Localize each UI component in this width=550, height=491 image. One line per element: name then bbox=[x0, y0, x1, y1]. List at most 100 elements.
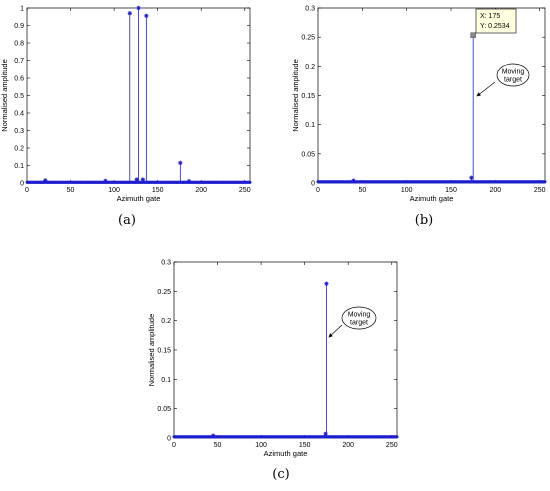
x-tick-label: 0 bbox=[316, 187, 320, 194]
x-tick-label: 200 bbox=[490, 187, 502, 194]
x-tick-label: 200 bbox=[195, 187, 207, 194]
y-tick-label: 0.7 bbox=[14, 58, 24, 65]
y-tick-label: 0 bbox=[167, 436, 171, 443]
stem-marker bbox=[140, 177, 146, 182]
datatip-box bbox=[475, 8, 517, 34]
x-axis-label: Azimuth gate bbox=[410, 194, 454, 203]
stem-point bbox=[43, 178, 48, 183]
stem-point bbox=[324, 281, 329, 438]
y-tick-label: 0.2 bbox=[14, 146, 24, 153]
x-tick-label: 50 bbox=[214, 442, 222, 449]
baseline-point bbox=[395, 435, 399, 439]
y-tick-label: 0.3 bbox=[161, 260, 171, 267]
callout-line1: Moving bbox=[502, 69, 525, 76]
stem-marker bbox=[127, 11, 132, 16]
x-tick-label: 250 bbox=[534, 187, 546, 194]
y-tick-label: 0.6 bbox=[14, 76, 24, 83]
stem-point bbox=[351, 178, 356, 183]
stem-point bbox=[144, 13, 149, 183]
x-axis-label: Azimuth gate bbox=[264, 449, 308, 458]
baseline-point bbox=[543, 180, 547, 184]
y-tick-label: 0.1 bbox=[305, 122, 315, 129]
y-tick-label: 1 bbox=[20, 6, 24, 13]
x-tick-label: 250 bbox=[386, 442, 398, 449]
stem-marker bbox=[144, 13, 149, 19]
stem-marker bbox=[103, 178, 108, 184]
panel-label: (b) bbox=[415, 213, 433, 228]
x-tick-label: 250 bbox=[239, 187, 251, 194]
stem-point bbox=[134, 177, 139, 183]
callout-line2: target bbox=[504, 77, 522, 84]
stem-point bbox=[136, 5, 141, 183]
baseline-series bbox=[172, 435, 399, 439]
stem-point bbox=[186, 179, 192, 184]
y-tick-label: 0.2 bbox=[161, 318, 171, 325]
x-tick-label: 150 bbox=[445, 187, 457, 194]
datatip-x: X: 175 bbox=[480, 13, 500, 20]
stem-marker bbox=[469, 175, 474, 180]
x-tick-label: 100 bbox=[255, 442, 267, 449]
y-tick-label: 0.3 bbox=[305, 6, 315, 13]
baseline-point bbox=[248, 180, 252, 184]
callout-arrow bbox=[328, 324, 343, 338]
plot-area bbox=[173, 261, 398, 439]
x-tick-label: 0 bbox=[172, 442, 176, 449]
y-tick-label: 0.9 bbox=[14, 23, 24, 30]
stem-marker bbox=[43, 178, 48, 183]
x-tick-label: 0 bbox=[25, 187, 29, 194]
stem-marker bbox=[178, 160, 183, 166]
chart-panel-c: 0 50 100 150 200 250 0 0.05 0.1 0.15 0.2 0.25 0.3 Azi… bbox=[147, 260, 399, 482]
y-axis-label: Normalised amplitude bbox=[147, 314, 156, 387]
y-tick-label: 0.4 bbox=[14, 111, 24, 118]
y-tick-label: 0.05 bbox=[157, 406, 171, 413]
stem-point bbox=[140, 177, 146, 183]
panel-label: (c) bbox=[272, 467, 289, 482]
y-tick-label: 0.5 bbox=[14, 93, 24, 100]
stem-marker bbox=[136, 5, 141, 11]
stem-marker bbox=[324, 281, 329, 286]
baseline-series bbox=[316, 180, 547, 184]
y-axis-label: Normalised amplitude bbox=[291, 59, 300, 132]
stem-point bbox=[103, 178, 108, 184]
stem-point bbox=[178, 160, 183, 183]
y-tick-label: 0.1 bbox=[161, 377, 171, 384]
datatip-y: Y: 0.2534 bbox=[480, 23, 510, 30]
stem-marker bbox=[351, 178, 356, 183]
datatip-anchor bbox=[470, 32, 476, 38]
y-tick-label: 0.25 bbox=[157, 289, 171, 296]
plot-area bbox=[317, 7, 546, 184]
x-tick-label: 150 bbox=[152, 187, 164, 194]
callout-ellipse bbox=[341, 306, 377, 330]
callout-line2: target bbox=[350, 320, 368, 327]
stem-point bbox=[127, 11, 132, 183]
y-axis-label: Normalised amplitude bbox=[0, 59, 9, 132]
y-tick-label: 0 bbox=[311, 181, 315, 188]
y-tick-label: 0.15 bbox=[301, 93, 315, 100]
stem-marker bbox=[210, 433, 216, 438]
stem-marker bbox=[186, 179, 192, 184]
x-tick-label: 200 bbox=[342, 442, 354, 449]
chart-panel-a: 0 50 100 150 200 250 0 0.1 0.2 0.3 0.4 0.5 0.6 0.7 0.8… bbox=[0, 5, 252, 228]
y-tick-label: 0.25 bbox=[301, 35, 315, 42]
x-axis-label: Azimuth gate bbox=[117, 194, 161, 203]
callout-line1: Moving bbox=[348, 312, 371, 319]
y-tick-label: 0.05 bbox=[301, 151, 315, 158]
y-tick-label: 0 bbox=[20, 181, 24, 188]
callout-ellipse bbox=[496, 63, 530, 87]
x-tick-label: 50 bbox=[67, 187, 75, 194]
y-tick-label: 0.2 bbox=[305, 64, 315, 71]
y-tick-label: 0.8 bbox=[14, 41, 24, 48]
datatip: X: 175 Y: 0.2534 bbox=[470, 8, 517, 38]
chart-panel-b: 0 50 100 150 200 250 0 0.05 0.1 0.15 0.2 0.25 0.3 Azi… bbox=[291, 6, 547, 228]
y-tick-label: 0.1 bbox=[14, 163, 24, 170]
stem-marker bbox=[323, 431, 328, 437]
callout-arrow bbox=[476, 81, 496, 97]
stem-point bbox=[210, 433, 216, 438]
panel-label: (a) bbox=[118, 213, 136, 228]
y-tick-label: 0.15 bbox=[157, 348, 171, 355]
y-tick-label: 0.3 bbox=[14, 128, 24, 135]
stem-point bbox=[469, 175, 474, 183]
